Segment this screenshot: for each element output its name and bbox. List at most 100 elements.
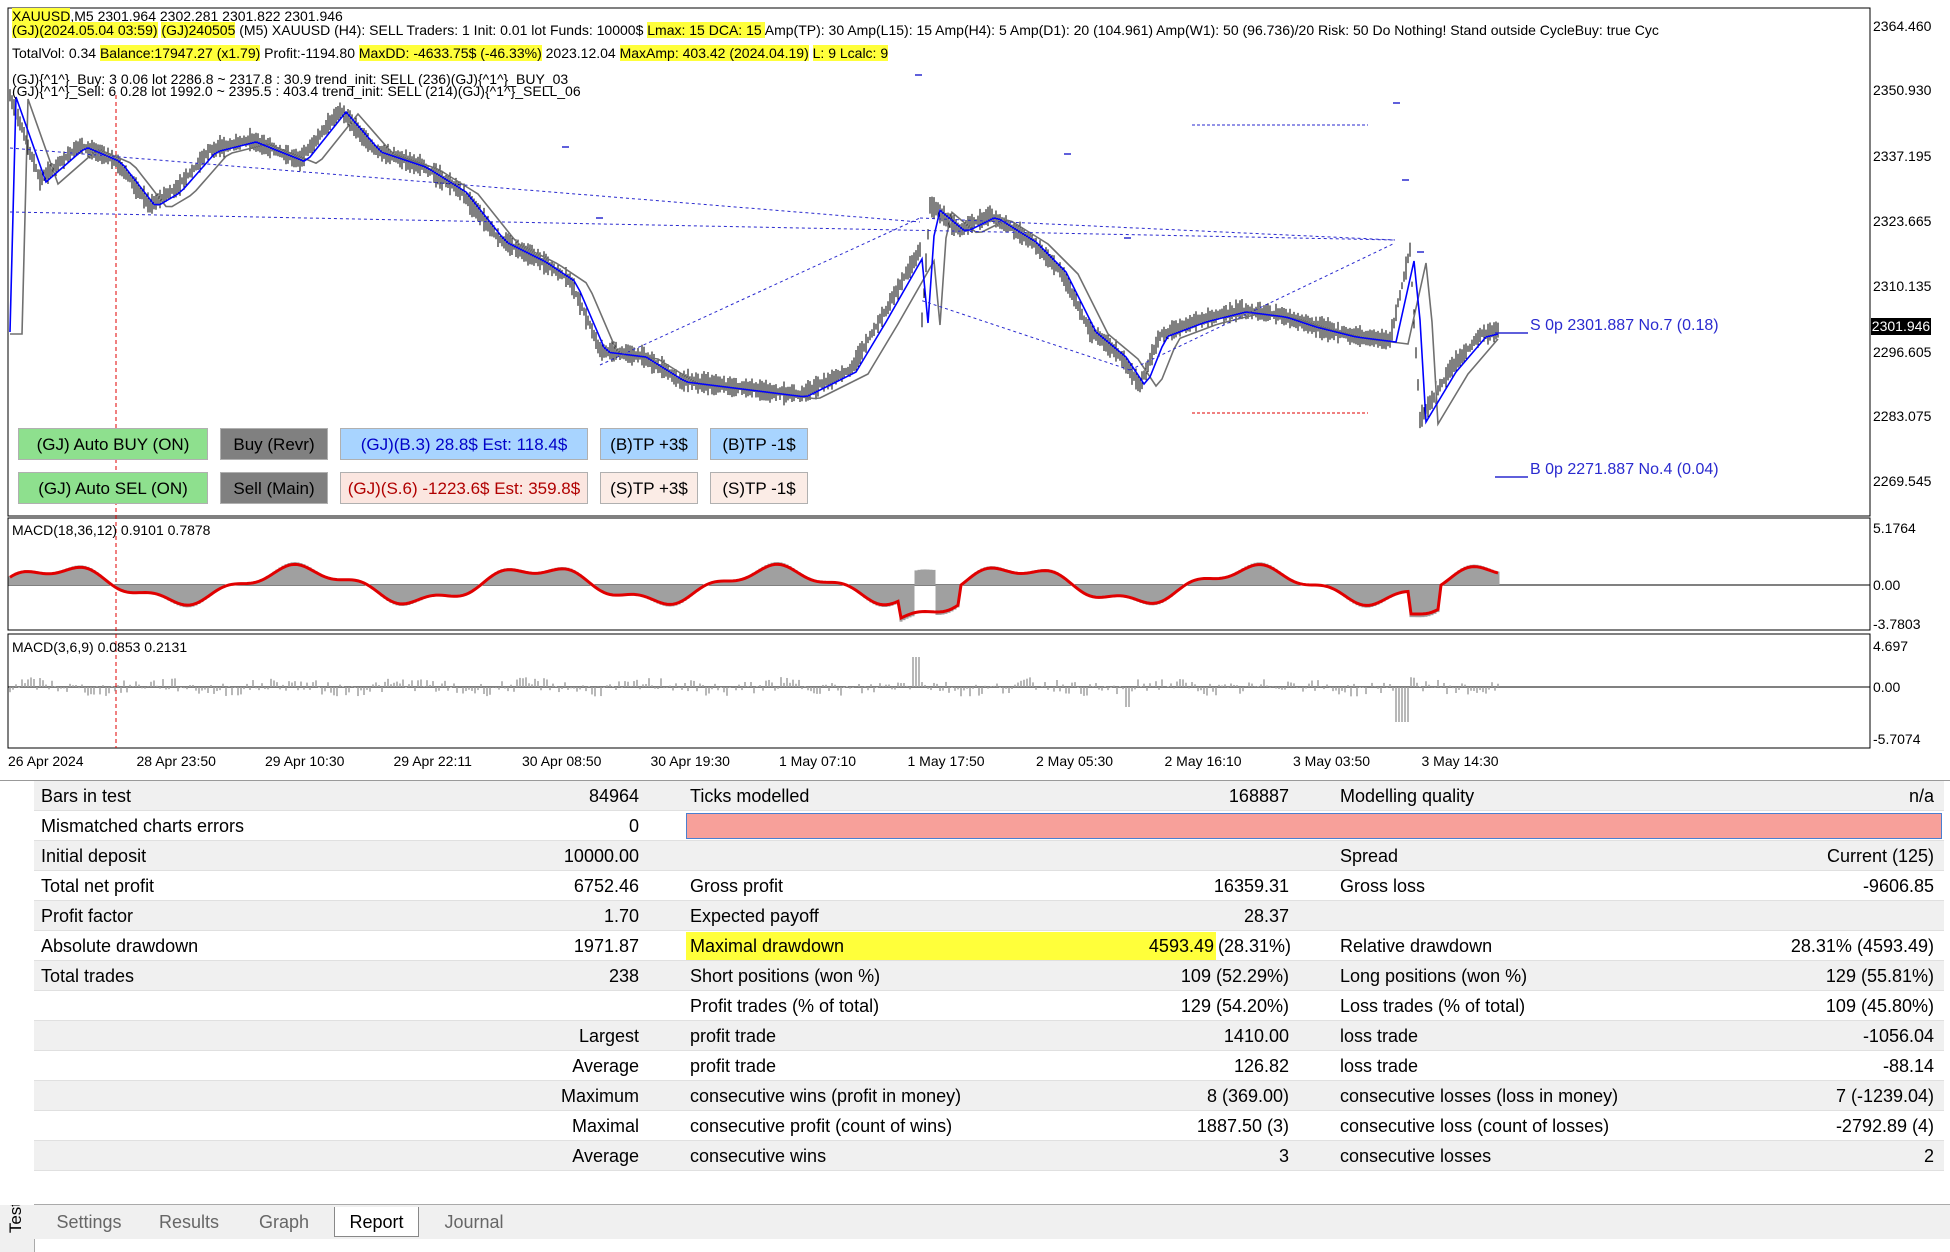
tester-tabs: Settings Results Graph Report Journal (34, 1204, 1950, 1239)
report-value-b: 129 (54.20%) (1180, 996, 1289, 1016)
sell-tp-plus-button[interactable]: (S)TP +3$ (600, 472, 698, 504)
report-value-b: 8 (369.00) (1206, 1086, 1289, 1106)
price-axis-label: 2350.930 (1873, 82, 1932, 98)
report-label-b: profit trade (690, 1056, 777, 1076)
time-axis-label: 1 May 17:50 (907, 753, 985, 769)
report-value-a (414, 1051, 639, 1081)
report-label-a: Largest (578, 1026, 639, 1046)
report-value-b: 16359.31 (1213, 876, 1289, 896)
report-label-a: Maximum (560, 1086, 639, 1106)
report-label-a: Initial deposit (41, 846, 147, 866)
report-row: Profit trades (% of total) 129 (54.20%) Lo… (34, 991, 1944, 1021)
report-label-b: consecutive wins (690, 1146, 827, 1166)
price-axis-label: 2337.195 (1873, 148, 1932, 164)
report-row: Bars in test 84964 Ticks modelled 168887 Mod… (34, 781, 1944, 811)
report-label-a: Profit factor (41, 906, 134, 926)
drawdown-highlight (686, 932, 1216, 960)
report-value-b: 1410.00 (1223, 1026, 1289, 1046)
report-label-a: Bars in test (41, 786, 132, 806)
report-value-b (934, 841, 1289, 871)
report-value-c: 109 (45.80%) (1825, 996, 1934, 1016)
report-label-a: Maximal (571, 1116, 639, 1136)
report-row: Average profit trade 126.82 loss trade -88.1… (34, 1051, 1944, 1081)
line3-segment: L: 9 Lcalc: 9 (812, 45, 889, 61)
report-row: Average consecutive wins 3 consecutive loss… (34, 1141, 1944, 1171)
tab-journal[interactable]: Journal (444, 1212, 504, 1232)
line1-segment: ,M5 2301.964 2302.281 2301.822 2301.946 (70, 8, 343, 24)
report-label-a: Total net profit (41, 876, 155, 896)
report-row: Maximum consecutive wins (profit in money… (34, 1081, 1944, 1111)
report-value-a (414, 1081, 639, 1111)
macd1-axis-zero: 0.00 (1873, 577, 1901, 593)
line2-segment: (GJ)240505 (161, 22, 236, 38)
tab-settings[interactable]: Settings (56, 1212, 122, 1232)
tab-report[interactable]: Report (334, 1207, 419, 1237)
report-value-a: 1971.87 (573, 936, 639, 956)
overlay-line-5: (GJ){^1^}_Sell: 6 0.28 lot 1992.0 ~ 2395… (12, 83, 581, 99)
current-price-tag: 2301.946 (1871, 318, 1931, 335)
macd1-panel (7, 517, 1871, 631)
time-axis-label: 2 May 16:10 (1164, 753, 1242, 769)
report-row: Mismatched charts errors 0 (34, 811, 1944, 841)
report-row: Profit factor 1.70 Expected payoff 28.37 (34, 901, 1944, 931)
report-value-b: 3 (1278, 1146, 1289, 1166)
time-axis-label: 26 Apr 2024 (8, 753, 84, 769)
buy-level-label: B 0p 2271.887 No.4 (0.04) (1530, 461, 1719, 478)
report-value-c: -2792.89 (4) (1835, 1116, 1934, 1136)
overlay-line-3: TotalVol: 0.34 Balance:17947.27 (x1.79) … (12, 45, 889, 62)
report-value-b: 28.37 (1243, 906, 1289, 926)
report-label-b: profit trade (690, 1026, 777, 1046)
time-axis-label: 3 May 03:50 (1293, 753, 1371, 769)
tab-graph[interactable]: Graph (258, 1212, 310, 1232)
report-value-b: 1887.50 (3) (1196, 1116, 1289, 1136)
line3-segment: 2023.12.04 (541, 45, 620, 61)
macd1-signal-line (9, 562, 1499, 621)
report-label-c: loss trade (1340, 1026, 1419, 1046)
trend-line (9, 147, 921, 223)
sell-tp-minus-button[interactable]: (S)TP -1$ (710, 472, 808, 504)
report-label-a: Mismatched charts errors (41, 816, 245, 836)
macd2-panel (7, 633, 1871, 749)
report-value-a: 1.70 (603, 906, 639, 926)
report-value-c: 2 (1923, 1146, 1934, 1166)
report-label-c: consecutive losses (1340, 1146, 1492, 1166)
sell-info-button[interactable]: (GJ)(S.6) -1223.6$ Est: 359.8$ (340, 472, 588, 504)
price-chart[interactable] (0, 0, 1950, 780)
buy-info-button[interactable]: (GJ)(B.3) 28.8$ Est: 118.4$ (340, 428, 588, 460)
buy-tp-minus-button[interactable]: (B)TP -1$ (710, 428, 808, 460)
report-value-b-percent: (28.31%) (1218, 936, 1292, 956)
overlay-line-1: XAUUSD,M5 2301.964 2302.281 2301.822 230… (12, 8, 343, 25)
report-value-c: 129 (55.81%) (1825, 966, 1934, 986)
time-axis-label: 29 Apr 10:30 (265, 753, 345, 769)
trend-line (9, 211, 1396, 241)
report-label-a: Total trades (41, 966, 135, 986)
time-axis-label: 28 Apr 23:50 (136, 753, 216, 769)
report-value-c (1534, 811, 1934, 841)
report-label-c: loss trade (1340, 1056, 1419, 1076)
report-value-c: -1056.04 (1862, 1026, 1934, 1046)
buy-revr-button[interactable]: Buy (Revr) (220, 428, 328, 460)
price-axis-label: 2283.075 (1873, 408, 1932, 424)
overlay-line-2: (GJ)(2024.05.04 03:59) (GJ)240505 (M5) X… (12, 22, 1659, 39)
line2-segment: Lmax: 15 DCA: 15 (647, 22, 765, 38)
auto-buy-button[interactable]: (GJ) Auto BUY (ON) (18, 428, 208, 460)
line3-segment: MaxDD: -4633.75$ (-46.33%) (358, 45, 542, 61)
report-value-a: 10000.00 (563, 846, 639, 866)
report-label-c: Gross loss (1340, 876, 1426, 896)
auto-sell-button[interactable]: (GJ) Auto SEL (ON) (18, 472, 208, 504)
macd2-axis-zero: 0.00 (1873, 679, 1901, 695)
line3-segment: Balance:17947.27 (x1.79) (99, 45, 261, 61)
buy-tp-plus-button[interactable]: (B)TP +3$ (600, 428, 698, 460)
price-axis-label: 2364.460 (1873, 18, 1932, 34)
trend-line (599, 217, 921, 366)
price-axis-label: 2310.135 (1873, 278, 1932, 294)
time-axis-label: 29 Apr 22:11 (393, 753, 472, 769)
report-label-a: Average (572, 1146, 639, 1166)
sell-main-button[interactable]: Sell (Main) (220, 472, 328, 504)
line2-segment: (GJ)(2024.05.04 03:59) (12, 22, 158, 38)
mismatch-error-bar (686, 813, 1942, 839)
report-value-c: n/a (1908, 786, 1934, 806)
line2-segment: (M5) XAUUSD (H4): SELL Traders: 1 Init: … (235, 22, 648, 38)
line3-segment: TotalVol: 0.34 (12, 45, 100, 61)
tab-results[interactable]: Results (158, 1212, 220, 1232)
